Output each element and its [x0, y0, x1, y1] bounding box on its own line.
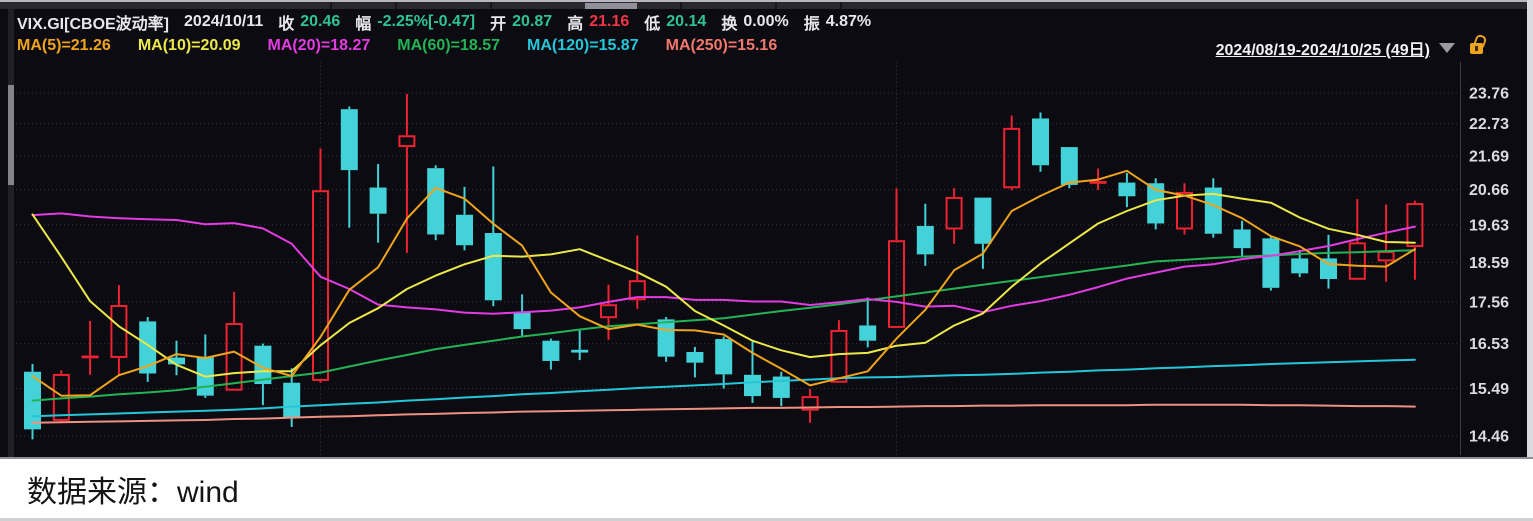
ma10-legend: MA(10)=20.09: [137, 36, 241, 54]
y-axis-label: 20.66: [1469, 182, 1509, 199]
field-low: 低 20.14: [644, 12, 707, 33]
candle-up: [398, 135, 416, 148]
candle-down: [283, 382, 301, 418]
candle-down: [1147, 183, 1165, 224]
candle-down: [456, 214, 473, 246]
candle-up: [888, 240, 905, 328]
candle-down: [657, 319, 675, 357]
candle-down: [427, 168, 445, 235]
scrollbar-divider: [840, 2, 842, 9]
candle-up: [628, 280, 646, 301]
y-axis-label: 21.69: [1469, 148, 1509, 165]
candle-up: [1003, 127, 1021, 189]
ma5-line: [31, 169, 1416, 397]
candle-down: [744, 374, 761, 397]
candle-up: [1176, 191, 1193, 230]
candle-down: [686, 352, 704, 363]
chevron-down-icon[interactable]: [1439, 43, 1455, 53]
candle-up: [600, 304, 617, 319]
candle-down: [859, 325, 877, 341]
y-axis-label: 16.53: [1469, 336, 1509, 353]
candle-up: [81, 355, 99, 359]
ma5-legend: MA(5)=21.26: [17, 36, 111, 54]
candle-up: [225, 323, 243, 391]
y-axis-label: 14.46: [1469, 429, 1509, 446]
vertical-scrollbar[interactable]: [8, 9, 14, 457]
candle-up: [801, 396, 819, 411]
candle-down: [484, 233, 502, 301]
ma20-line: [31, 212, 1416, 315]
scrollbar-divider: [680, 2, 682, 9]
y-axis-label: 15.49: [1469, 381, 1509, 398]
candle-down: [715, 339, 733, 375]
candle-up: [1377, 251, 1395, 262]
ma60-line: [31, 249, 1416, 402]
quote-date: 2024/10/11: [184, 12, 264, 30]
candle-up: [830, 329, 848, 383]
candle-up: [110, 305, 128, 358]
candle-up: [1406, 203, 1424, 248]
candle-down: [1233, 229, 1251, 249]
candle-up: [1089, 181, 1107, 184]
candle-down: [168, 357, 185, 365]
lock-open-icon[interactable]: [1470, 42, 1483, 54]
y-axis-label: 18.59: [1469, 255, 1509, 272]
ma120-legend: MA(120)=15.87: [526, 36, 639, 54]
field-close: 收 20.46: [278, 12, 341, 33]
candle-down: [974, 197, 992, 244]
candle-down: [254, 345, 272, 385]
candle-down: [1204, 187, 1222, 234]
candle-down: [542, 340, 560, 361]
quote-header: VIX.GI[CBOE波动率] 2024/10/11 收 20.46 幅 -2.25…: [17, 9, 871, 34]
candle-up: [1348, 242, 1366, 280]
candle-down: [1291, 258, 1309, 274]
candle-down: [139, 321, 157, 374]
scrollbar-divider: [395, 2, 397, 9]
field-amplitude: 振 4.87%: [803, 12, 872, 33]
date-range-label[interactable]: 2024/08/19-2024/10/25 (49日): [1215, 42, 1430, 59]
y-axis-label: 23.76: [1469, 86, 1509, 103]
source-bar: 数据来源：wind: [0, 457, 1533, 521]
candle-down: [340, 109, 358, 171]
ma20-legend: MA(20)=18.27: [267, 36, 371, 54]
field-open: 开 20.87: [490, 12, 553, 33]
scrollbar-divider: [330, 2, 332, 9]
y-axis-label: 22.73: [1469, 116, 1509, 133]
candle-down: [513, 312, 531, 330]
field-high: 高 21.16: [567, 12, 630, 33]
field-change: 幅 -2.25%[-0.47]: [355, 12, 476, 33]
candle-down: [1032, 118, 1049, 166]
vertical-scrollbar-thumb[interactable]: [8, 85, 14, 185]
field-turnover: 换 0.00%: [721, 12, 789, 33]
candle-down: [369, 187, 387, 214]
candle-down: [571, 349, 589, 353]
ma250-line: [31, 403, 1416, 424]
ma-legend: MA(5)=21.26 MA(10)=20.09 MA(20)=18.27 MA…: [17, 33, 777, 58]
symbol-title: VIX.GI[CBOE波动率]: [17, 15, 170, 33]
candle-up: [312, 190, 329, 381]
candle-up: [945, 196, 963, 230]
horizontal-scrollbar-thumb[interactable]: [585, 3, 637, 9]
right-scrollbar-track[interactable]: [1527, 0, 1533, 457]
data-source-text: 数据来源：wind: [27, 475, 239, 509]
date-range-selector[interactable]: 2024/08/19-2024/10/25 (49日): [1216, 36, 1483, 60]
candle-down: [916, 225, 934, 255]
ma120-line: [31, 358, 1416, 418]
ma250-legend: MA(250)=15.16: [665, 36, 778, 54]
y-axis-label: 17.56: [1469, 294, 1509, 311]
y-axis-label: 19.63: [1469, 217, 1509, 234]
scrollbar-divider: [775, 2, 777, 9]
candle-down: [1262, 238, 1280, 288]
horizontal-scrollbar[interactable]: [0, 0, 1533, 9]
scrollbar-divider: [490, 2, 492, 9]
candle-down: [1118, 182, 1136, 197]
ma60-legend: MA(60)=18.57: [397, 36, 500, 54]
candle-down: [1060, 147, 1078, 185]
